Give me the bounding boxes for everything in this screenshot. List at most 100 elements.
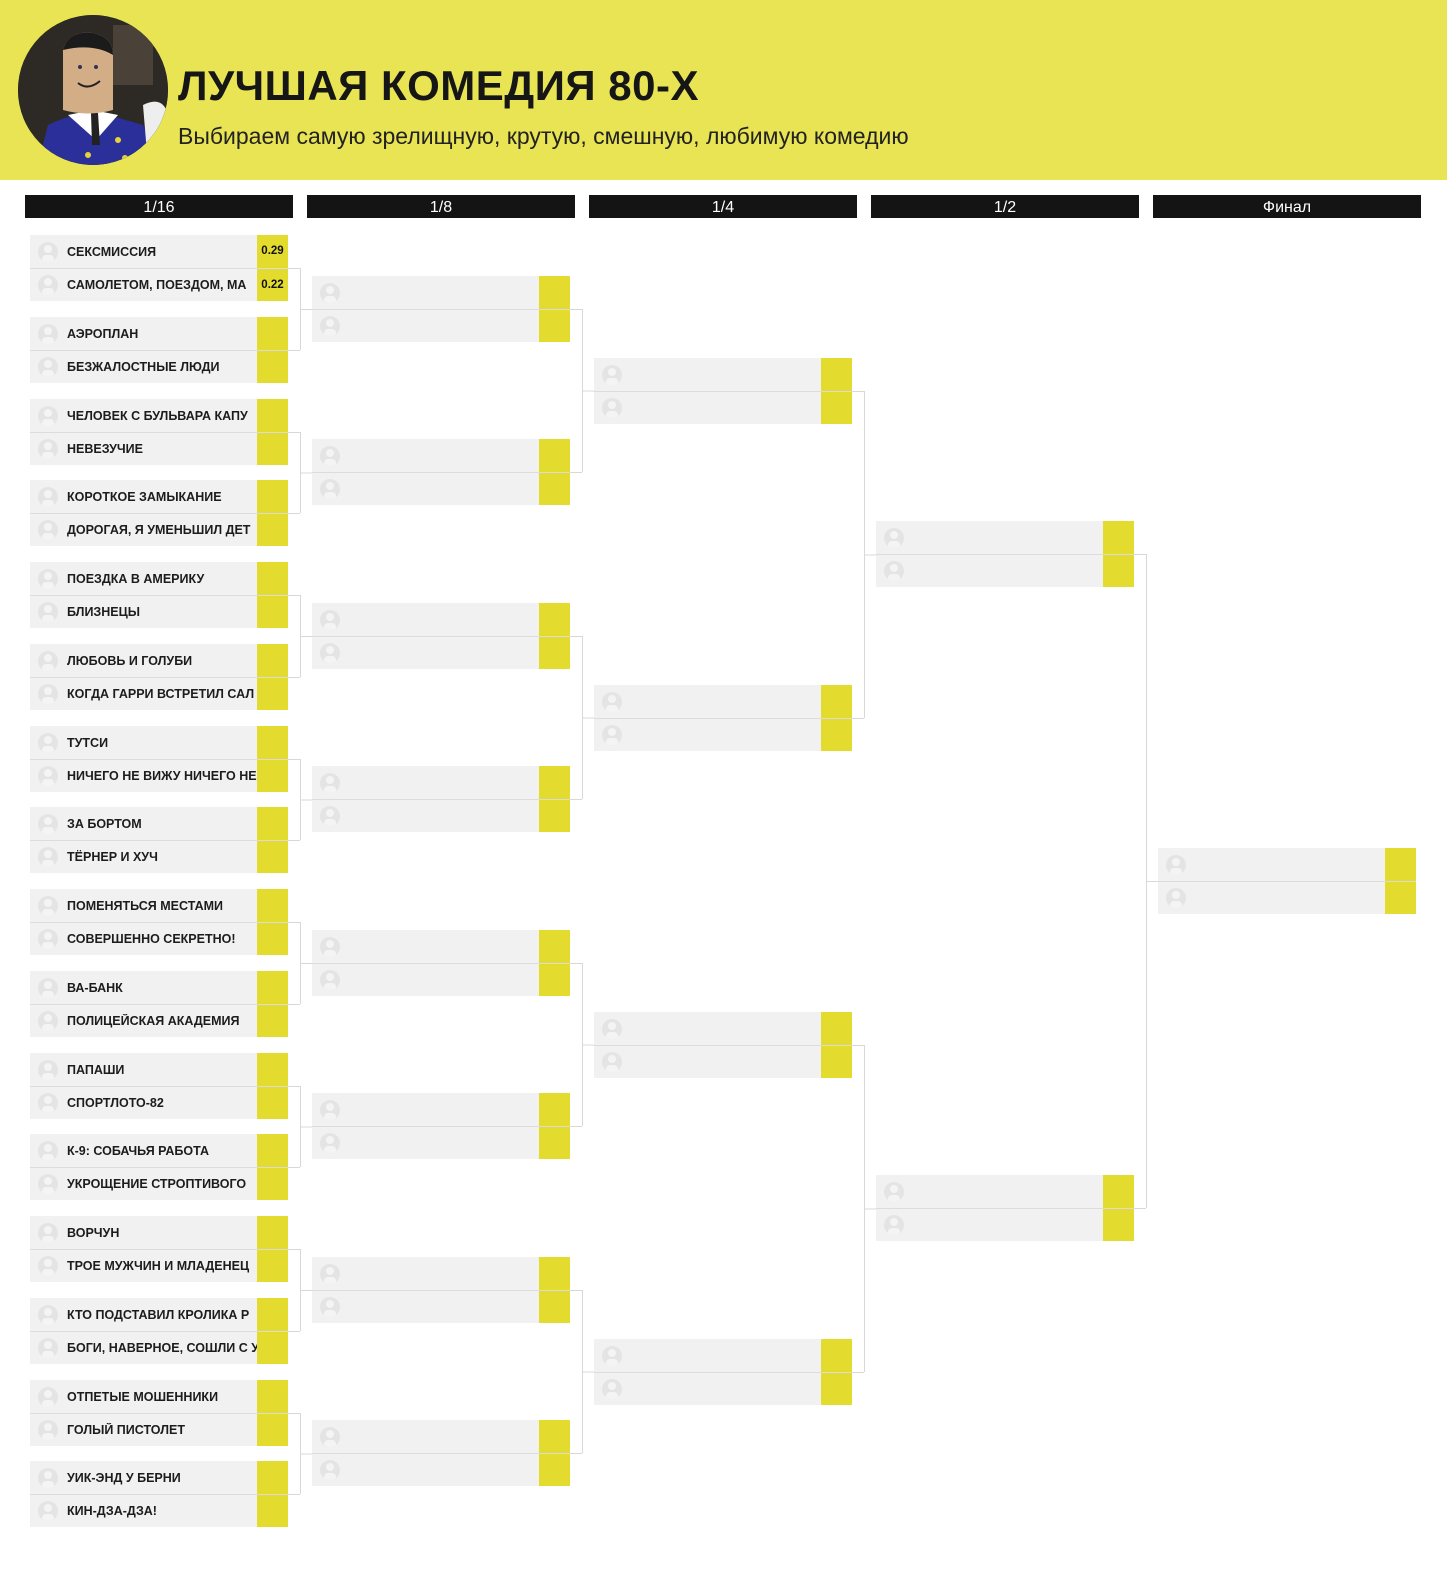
participant-slot[interactable]: СОВЕРШЕННО СЕКРЕТНО! xyxy=(30,922,288,955)
match-r1-10: ВА-БАНК ПОЛИЦЕЙСКАЯ АКАДЕМИЯ xyxy=(30,971,288,1037)
participant-slot[interactable] xyxy=(312,1257,570,1290)
match-r2-2 xyxy=(312,439,570,505)
participant-slot[interactable] xyxy=(876,1208,1134,1241)
user-placeholder-icon xyxy=(1166,854,1186,875)
user-placeholder-icon xyxy=(884,1215,904,1235)
participant-slot[interactable]: ВА-БАНК xyxy=(30,971,288,1004)
participant-slot[interactable]: ПОЕЗДКА В АМЕРИКУ xyxy=(30,562,288,595)
participant-slot[interactable]: СЕКСМИССИЯ 0.29 xyxy=(30,235,288,268)
score-box xyxy=(257,596,288,628)
participant-slot[interactable] xyxy=(594,1339,852,1372)
participant-slot[interactable] xyxy=(312,309,570,342)
match-r1-5: ПОЕЗДКА В АМЕРИКУ БЛИЗНЕЦЫ xyxy=(30,562,288,628)
user-placeholder-icon xyxy=(38,1420,58,1440)
participant-slot[interactable] xyxy=(594,718,852,751)
participant-slot[interactable] xyxy=(876,1175,1134,1208)
participant-slot[interactable]: ПОЛИЦЕЙСКАЯ АКАДЕМИЯ xyxy=(30,1004,288,1037)
match-r1-16: УИК-ЭНД У БЕРНИ КИН-ДЗА-ДЗА! xyxy=(30,1461,288,1527)
participant-slot[interactable] xyxy=(312,1420,570,1453)
participant-slot[interactable] xyxy=(312,1126,570,1159)
participant-slot[interactable]: БЕЗЖАЛОСТНЫЕ ЛЮДИ xyxy=(30,350,288,383)
participant-slot[interactable]: ОТПЕТЫЕ МОШЕННИКИ xyxy=(30,1380,288,1413)
participant-slot[interactable]: ЗА БОРТОМ xyxy=(30,807,288,840)
participant-slot[interactable]: СПОРТЛОТО-82 xyxy=(30,1086,288,1119)
participant-slot[interactable]: КТО ПОДСТАВИЛ КРОЛИКА Р xyxy=(30,1298,288,1331)
score-box xyxy=(821,358,852,391)
participant-name: ТРОЕ МУЖЧИН И МЛАДЕНЕЦ xyxy=(67,1259,250,1273)
participant-slot[interactable]: ПОМЕНЯТЬСЯ МЕСТАМИ xyxy=(30,889,288,922)
user-placeholder-icon xyxy=(602,1379,622,1399)
participant-name: ПОЛИЦЕЙСКАЯ АКАДЕМИЯ xyxy=(67,1014,240,1028)
participant-slot[interactable]: УИК-ЭНД У БЕРНИ xyxy=(30,1461,288,1494)
participant-name: КТО ПОДСТАВИЛ КРОЛИКА Р xyxy=(67,1307,250,1322)
participant-slot[interactable]: ВОРЧУН xyxy=(30,1216,288,1249)
participant-slot[interactable] xyxy=(312,766,570,799)
participant-slot[interactable] xyxy=(594,391,852,424)
participant-slot[interactable] xyxy=(594,1012,852,1045)
participant-slot[interactable]: ЧЕЛОВЕК С БУЛЬВАРА КАПУ xyxy=(30,399,288,432)
user-placeholder-icon xyxy=(602,1018,622,1039)
participant-slot[interactable]: ЛЮБОВЬ И ГОЛУБИ xyxy=(30,644,288,677)
participant-slot[interactable] xyxy=(312,799,570,832)
participant-slot[interactable] xyxy=(312,1453,570,1486)
user-placeholder-icon xyxy=(38,1304,58,1325)
participant-slot[interactable]: ПАПАШИ xyxy=(30,1053,288,1086)
participant-slot[interactable]: УКРОЩЕНИЕ СТРОПТИВОГО xyxy=(30,1167,288,1200)
participant-slot[interactable]: ГОЛЫЙ ПИСТОЛЕТ xyxy=(30,1413,288,1446)
score-box xyxy=(257,971,288,1004)
participant-slot[interactable]: ДОРОГАЯ, Я УМЕНЬШИЛ ДЕТ xyxy=(30,513,288,546)
participant-slot[interactable]: КИН-ДЗА-ДЗА! xyxy=(30,1494,288,1527)
score-box: 0.22 xyxy=(257,269,288,301)
score-box xyxy=(257,760,288,792)
participant-slot[interactable] xyxy=(594,358,852,391)
participant-slot[interactable] xyxy=(312,636,570,669)
user-placeholder-icon xyxy=(38,847,58,867)
score-box xyxy=(257,1461,288,1494)
participant-slot[interactable] xyxy=(312,1093,570,1126)
participant-slot[interactable]: САМОЛЕТОМ, ПОЕЗДОМ, МА 0.22 xyxy=(30,268,288,301)
score-box xyxy=(257,1053,288,1086)
participant-slot[interactable]: АЭРОПЛАН xyxy=(30,317,288,350)
participant-slot[interactable] xyxy=(312,472,570,505)
participant-slot[interactable] xyxy=(312,1290,570,1323)
participant-slot[interactable] xyxy=(594,1372,852,1405)
score-box xyxy=(257,1250,288,1282)
participant-slot[interactable] xyxy=(312,603,570,636)
user-placeholder-icon xyxy=(320,479,340,499)
user-placeholder-icon xyxy=(38,895,58,916)
participant-slot[interactable] xyxy=(312,930,570,963)
user-placeholder-icon xyxy=(38,1093,58,1113)
participant-slot[interactable] xyxy=(876,554,1134,587)
participant-slot[interactable]: КОРОТКОЕ ЗАМЫКАНИЕ xyxy=(30,480,288,513)
match-r4-1 xyxy=(876,521,1134,587)
participant-slot[interactable]: НИЧЕГО НЕ ВИЖУ НИЧЕГО НЕ xyxy=(30,759,288,792)
participant-slot[interactable] xyxy=(594,685,852,718)
participant-slot[interactable]: КОГДА ГАРРИ ВСТРЕТИЛ САЛ xyxy=(30,677,288,710)
participant-slot[interactable] xyxy=(1158,881,1416,914)
match-r1-4: КОРОТКОЕ ЗАМЫКАНИЕ ДОРОГАЯ, Я УМЕНЬШИЛ ДЕ… xyxy=(30,480,288,546)
participant-slot[interactable] xyxy=(1158,848,1416,881)
user-placeholder-icon xyxy=(38,520,58,540)
user-placeholder-icon xyxy=(38,1011,58,1031)
participant-slot[interactable]: БЛИЗНЕЦЫ xyxy=(30,595,288,628)
score-box xyxy=(257,1168,288,1200)
score-box xyxy=(257,841,288,873)
participant-slot[interactable] xyxy=(312,276,570,309)
participant-slot[interactable]: ТЁРНЕР И ХУЧ xyxy=(30,840,288,873)
participant-slot[interactable] xyxy=(312,439,570,472)
participant-slot[interactable] xyxy=(312,963,570,996)
participant-slot[interactable]: БОГИ, НАВЕРНОЕ, СОШЛИ С У xyxy=(30,1331,288,1364)
user-placeholder-icon xyxy=(38,766,58,786)
participant-slot[interactable]: К-9: СОБАЧЬЯ РАБОТА xyxy=(30,1134,288,1167)
participant-slot[interactable]: НЕВЕЗУЧИЕ xyxy=(30,432,288,465)
user-placeholder-icon xyxy=(320,609,340,630)
participant-slot[interactable]: ТУТСИ xyxy=(30,726,288,759)
match-r3-1 xyxy=(594,358,852,424)
participant-slot[interactable] xyxy=(594,1045,852,1078)
score-box xyxy=(257,1216,288,1249)
score-box xyxy=(1103,1175,1134,1208)
participant-slot[interactable] xyxy=(876,521,1134,554)
match-r1-7: ТУТСИ НИЧЕГО НЕ ВИЖУ НИЧЕГО НЕ xyxy=(30,726,288,792)
participant-slot[interactable]: ТРОЕ МУЖЧИН И МЛАДЕНЕЦ xyxy=(30,1249,288,1282)
user-placeholder-icon xyxy=(320,1460,340,1480)
